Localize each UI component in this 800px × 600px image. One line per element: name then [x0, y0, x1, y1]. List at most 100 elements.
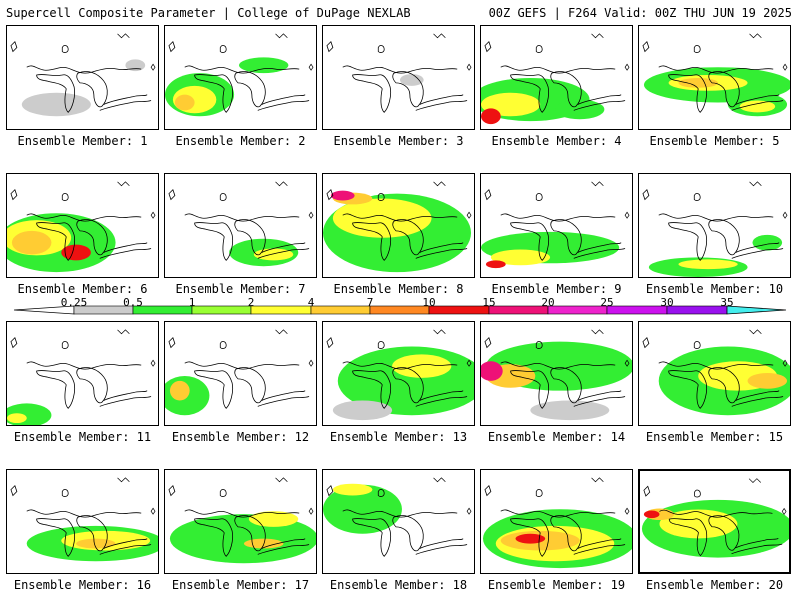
scp-map — [7, 181, 156, 273]
scp-map — [482, 477, 632, 569]
legend-label: 15 — [482, 296, 496, 309]
legend-label: 7 — [366, 296, 374, 309]
map-outline — [484, 33, 630, 113]
ensemble-panel-19[interactable] — [480, 469, 633, 574]
scp-field — [392, 354, 452, 378]
scp-field — [332, 483, 373, 496]
scp-map — [326, 33, 472, 113]
legend-swatch — [488, 305, 549, 315]
ensemble-panel-11[interactable] — [6, 321, 159, 426]
scp-map — [642, 33, 790, 117]
scp-field — [678, 259, 738, 270]
member-label: Ensemble Member: 6 — [17, 282, 148, 296]
scp-field — [239, 57, 289, 74]
map-outline — [168, 33, 314, 113]
scp-field — [485, 260, 506, 269]
legend-bar — [13, 305, 787, 315]
valid-time: 00Z GEFS | F264 Valid: 00Z THU JUN 19 20… — [488, 6, 792, 20]
member-label: Ensemble Member: 12 — [171, 430, 310, 444]
scp-map — [165, 33, 314, 117]
scp-map — [481, 329, 632, 421]
ensemble-panel-17[interactable] — [164, 469, 317, 574]
ensemble-panel-4[interactable] — [480, 25, 633, 130]
legend-label: 1 — [188, 296, 196, 309]
ensemble-panel-1[interactable] — [6, 25, 159, 130]
map-outline — [642, 33, 788, 113]
scp-field — [76, 538, 116, 549]
legend-swatch — [250, 305, 312, 315]
scp-field — [530, 400, 610, 421]
scp-map — [7, 329, 156, 425]
map-outline — [168, 181, 314, 261]
scp-map — [10, 33, 156, 117]
ensemble-panel-15[interactable] — [638, 321, 791, 426]
member-label: Ensemble Member: 19 — [487, 578, 626, 592]
ensemble-panel-20[interactable] — [638, 469, 791, 574]
legend-swatch — [428, 305, 490, 315]
scp-field — [747, 373, 788, 389]
ensemble-panel-10[interactable] — [638, 173, 791, 278]
map-outline — [10, 181, 156, 261]
scp-map — [481, 181, 630, 269]
legend-label: 25 — [600, 296, 614, 309]
legend-swatch — [726, 305, 787, 315]
scp-field — [61, 244, 91, 261]
scp-field — [169, 380, 190, 401]
scp-field — [752, 234, 783, 251]
legend-swatch — [606, 305, 668, 315]
ensemble-panel-5[interactable] — [638, 25, 791, 130]
member-label: Ensemble Member: 10 — [645, 282, 784, 296]
map-outline — [10, 477, 156, 557]
scp-map — [323, 477, 472, 557]
member-label: Ensemble Member: 16 — [13, 578, 152, 592]
scp-field — [481, 108, 501, 125]
ensemble-panel-13[interactable] — [322, 321, 475, 426]
map-outline — [326, 477, 472, 557]
map-outline — [642, 329, 788, 409]
legend-label: 0.25 — [60, 296, 88, 309]
member-label: Ensemble Member: 5 — [649, 134, 780, 148]
ensemble-panel-18[interactable] — [322, 469, 475, 574]
scp-map — [642, 329, 790, 416]
map-outline — [168, 329, 314, 409]
scp-map — [165, 329, 314, 416]
map-outline — [643, 478, 787, 557]
legend-label: 20 — [541, 296, 555, 309]
scp-field — [643, 510, 660, 519]
ensemble-panel-3[interactable] — [322, 25, 475, 130]
member-label: Ensemble Member: 18 — [329, 578, 468, 592]
member-label: Ensemble Member: 20 — [645, 578, 784, 592]
ensemble-panel-2[interactable] — [164, 25, 317, 130]
scp-field — [21, 92, 91, 117]
member-label: Ensemble Member: 8 — [333, 282, 464, 296]
scp-field — [555, 99, 605, 120]
ensemble-panel-14[interactable] — [480, 321, 633, 426]
scp-map — [168, 477, 316, 564]
scp-field — [490, 249, 551, 266]
scp-field — [739, 100, 776, 113]
color-legend: 0.25 0.5 1 2 4 7 10 15 20 25 30 35 — [0, 296, 800, 320]
scp-field — [481, 361, 503, 381]
ensemble-panel-9[interactable] — [480, 173, 633, 278]
member-label: Ensemble Member: 17 — [171, 578, 310, 592]
product-title: Supercell Composite Parameter | College … — [6, 6, 411, 20]
scp-map — [326, 329, 474, 421]
member-label: Ensemble Member: 14 — [487, 430, 626, 444]
ensemble-panel-8[interactable] — [322, 173, 475, 278]
scp-map — [323, 181, 472, 273]
legend-swatch — [310, 305, 371, 315]
ensemble-panel-16[interactable] — [6, 469, 159, 574]
ensemble-panel-12[interactable] — [164, 321, 317, 426]
scp-field — [323, 484, 402, 534]
map-outline — [168, 477, 314, 557]
legend-label: 2 — [247, 296, 255, 309]
scp-map — [641, 478, 789, 558]
scp-map — [168, 181, 314, 267]
scp-field — [678, 77, 718, 88]
ensemble-panel-7[interactable] — [164, 173, 317, 278]
member-label: Ensemble Member: 3 — [333, 134, 464, 148]
map-outline — [484, 329, 630, 409]
ensemble-panel-6[interactable] — [6, 173, 159, 278]
map-outline — [484, 181, 630, 261]
member-label: Ensemble Member: 4 — [491, 134, 622, 148]
